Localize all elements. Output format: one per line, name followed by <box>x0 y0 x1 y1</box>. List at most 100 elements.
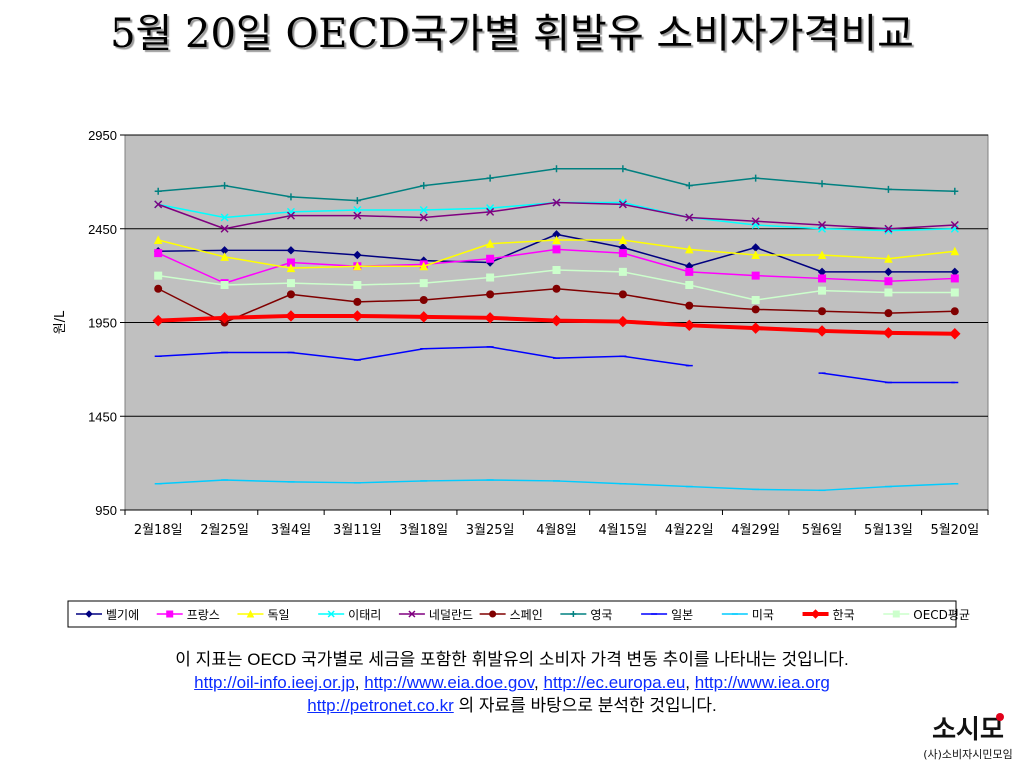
series-1-point <box>751 271 760 280</box>
series-6-point <box>353 197 361 205</box>
series-10-point <box>751 296 760 304</box>
series-9-point <box>816 325 828 337</box>
series-5-point <box>884 309 893 318</box>
series-10-point <box>286 279 295 288</box>
series-10-point <box>818 286 827 295</box>
x-tick-label: 3월4일 <box>271 523 311 538</box>
legend-label: 일본 <box>671 608 693 622</box>
series-1-point <box>618 249 627 258</box>
series-10-point <box>884 288 893 297</box>
link-europa[interactable]: http://ec.europa.eu <box>543 673 686 692</box>
series-4-point <box>618 200 627 209</box>
series-5-point <box>950 307 959 316</box>
logo-dot <box>996 713 1004 721</box>
series-10-point <box>220 281 229 289</box>
series-6-point <box>553 165 560 173</box>
series-9-point <box>285 310 297 322</box>
series-9-point <box>617 315 629 328</box>
legend-label: 벨기에 <box>106 608 139 622</box>
x-tick-label: 5월6일 <box>802 523 842 538</box>
series-6-point <box>818 180 826 188</box>
series-4-point <box>486 207 495 216</box>
series-6-point <box>486 174 494 182</box>
series-4-point <box>950 220 959 230</box>
series-4-point <box>884 224 893 233</box>
series-9-point <box>683 319 695 332</box>
series-2-point <box>817 250 827 259</box>
series-6-point <box>752 174 760 182</box>
series-1-point <box>552 245 561 254</box>
series-10-point <box>419 279 428 288</box>
series-2-point <box>618 235 628 244</box>
series-2-point <box>353 261 362 271</box>
series-6-point <box>287 193 295 201</box>
line-chart: 950 1450 1950 2450 2950 2월18일 2월25일 3월4일 3월11일 3월… <box>53 128 989 628</box>
series-9-point <box>218 312 231 324</box>
legend-swatch-marker <box>892 610 900 618</box>
series-4-point <box>353 211 362 220</box>
series-6-point <box>685 182 693 190</box>
link-separator: , <box>354 673 365 692</box>
series-4-point <box>154 200 163 209</box>
x-tick-label: 3월11일 <box>333 523 382 538</box>
series-0-point <box>884 267 893 277</box>
series-10-point <box>353 281 362 289</box>
series-9-point <box>550 314 563 327</box>
series-5-point <box>685 301 694 310</box>
series-4-point <box>286 211 295 220</box>
series-5-point <box>618 290 627 299</box>
series-2-point <box>485 239 495 248</box>
caption-suffix: 의 자료를 바탕으로 분석한 것입니다. <box>453 696 717 715</box>
series-9-point <box>152 314 164 327</box>
series-6-point <box>619 165 627 173</box>
y-tick-label: 2950 <box>88 128 117 143</box>
legend-swatch-marker <box>489 610 497 618</box>
series-9-point <box>351 310 364 322</box>
logo-mark: 소시모 <box>932 715 1004 745</box>
series-5-point <box>552 284 561 293</box>
link-petronet[interactable]: http://petronet.co.kr <box>307 696 454 715</box>
series-10-point <box>486 273 495 282</box>
caption-line1: 이 지표는 OECD 국가별로 세금을 포함한 휘발유의 소비자 가격 변동 추… <box>175 650 849 669</box>
x-tick-label: 2월25일 <box>200 523 249 538</box>
series-5-point <box>154 284 163 293</box>
legend-swatch-marker <box>85 610 93 618</box>
legend-swatch-marker <box>327 610 335 618</box>
somo-logo: 소시모 (사)소비자시민모임 <box>923 713 1013 761</box>
y-tick-label: 2450 <box>88 222 117 237</box>
link-ieej[interactable]: http://oil-info.ieej.or.jp <box>194 673 355 692</box>
series-3-point <box>220 213 229 222</box>
series-5-point <box>751 305 760 314</box>
link-eia[interactable]: http://www.eia.doe.gov <box>364 673 535 692</box>
x-tick-label: 4월22일 <box>665 523 714 538</box>
series-1-point <box>685 267 694 276</box>
legend-swatch-marker <box>246 609 255 618</box>
series-9-point <box>949 328 961 340</box>
series-2-point <box>419 261 429 271</box>
x-tick-label: 4월15일 <box>599 523 648 538</box>
series-2-point <box>751 250 760 259</box>
series-1-point <box>950 274 959 283</box>
legend-swatch-marker <box>166 610 174 618</box>
legend-label: OECD평균 <box>913 608 970 622</box>
series-4-point <box>685 213 694 222</box>
legend-swatch-marker <box>408 610 416 618</box>
series-4-point <box>220 224 229 233</box>
series-1-point <box>154 249 163 258</box>
series-5-point <box>286 290 295 299</box>
y-tick-label: 1450 <box>88 409 117 424</box>
series-2-point <box>286 263 296 273</box>
link-separator: , <box>685 673 695 692</box>
series-5-point <box>486 290 495 299</box>
link-iea[interactable]: http://www.iea.org <box>694 673 830 692</box>
legend-swatch-marker <box>810 609 821 619</box>
legend-label: 미국 <box>752 608 774 622</box>
series-6-point <box>221 182 229 190</box>
x-tick-label: 2월18일 <box>134 523 183 538</box>
x-tick-label: 3월18일 <box>399 523 448 538</box>
series-2-point <box>684 244 694 254</box>
series-10-point <box>154 271 163 280</box>
x-tick-label: 4월29일 <box>731 523 780 538</box>
legend-label: 이태리 <box>348 608 381 622</box>
legend-label: 스페인 <box>510 608 543 622</box>
